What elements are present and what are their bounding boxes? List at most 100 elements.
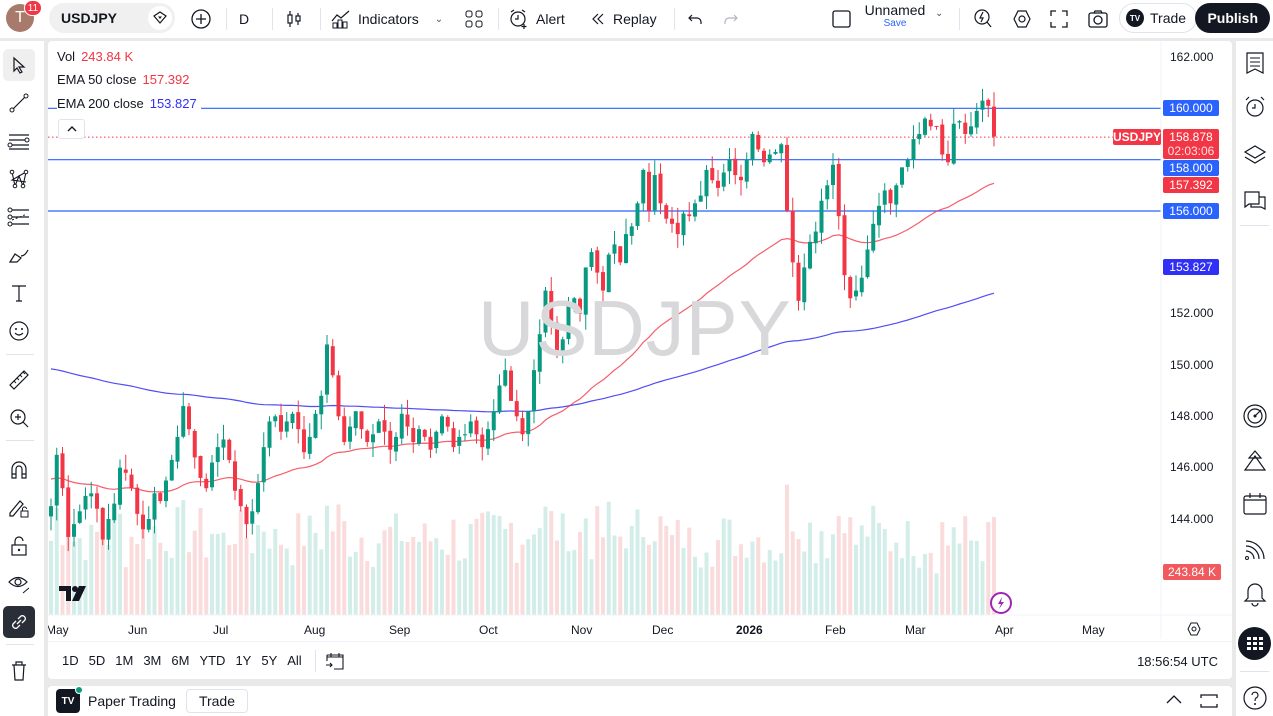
indicators-button[interactable]: Indicators ⌄ — [324, 3, 449, 35]
panel-expand-button[interactable] — [1166, 694, 1182, 704]
magnet-icon — [11, 461, 27, 479]
alerts-button[interactable] — [1242, 94, 1268, 120]
unlock-icon — [11, 536, 27, 556]
legend-ema50[interactable]: EMA 50 close 157.392 — [57, 72, 190, 87]
legend-collapse-button[interactable] — [58, 119, 85, 139]
panel-maximize-button[interactable] — [1200, 693, 1218, 709]
text-tool[interactable] — [3, 277, 35, 309]
save-link[interactable]: Save — [883, 18, 907, 29]
chart-pane[interactable]: USDJPY Vol 243.84 K EMA 50 close 157.392 E… — [48, 41, 1232, 679]
time-tick: Jun — [128, 623, 148, 637]
calendar-icon — [1243, 493, 1267, 515]
add-symbol-button[interactable] — [184, 3, 218, 35]
range-5d[interactable]: 5D — [88, 653, 106, 668]
chart-type-button[interactable] — [278, 3, 310, 35]
square-icon — [832, 10, 851, 28]
ema50-price-tag: 157.392 — [1163, 177, 1219, 193]
range-5y[interactable]: 5Y — [261, 653, 278, 668]
help-button[interactable] — [1242, 685, 1268, 711]
layout-chevron-icon[interactable]: ⌄ — [935, 8, 944, 19]
range-ytd[interactable]: YTD — [199, 653, 226, 668]
lock-all-tool[interactable] — [3, 530, 35, 562]
fib-tool[interactable] — [3, 201, 35, 233]
range-6m[interactable]: 6M — [171, 653, 190, 668]
range-3m[interactable]: 3M — [143, 653, 162, 668]
divider — [226, 8, 227, 30]
price-chart[interactable] — [48, 41, 1232, 639]
symbol-price-tag: USDJPY — [1112, 129, 1162, 145]
range-1y[interactable]: 1Y — [235, 653, 252, 668]
brush-icon — [8, 249, 29, 263]
range-1d[interactable]: 1D — [62, 653, 79, 668]
panel-title[interactable]: Paper Trading — [88, 693, 176, 709]
events-lightning-icon[interactable] — [990, 592, 1012, 614]
sync-drawings-tool[interactable] — [3, 606, 35, 638]
more-apps-button[interactable] — [1238, 627, 1271, 660]
templates-button[interactable] — [458, 3, 490, 35]
divider — [674, 8, 675, 30]
settings-button[interactable] — [1005, 3, 1039, 35]
goto-date-button[interactable] — [324, 651, 346, 671]
chats-button[interactable] — [1242, 188, 1268, 214]
trendline-tool[interactable] — [3, 87, 35, 119]
news-button[interactable] — [1242, 537, 1268, 563]
screeners-button[interactable] — [1242, 403, 1268, 429]
time-tick: Mar — [905, 623, 926, 637]
undo-button[interactable] — [680, 3, 710, 35]
replay-button[interactable]: Replay — [583, 3, 663, 35]
symbol-diamond-icon[interactable] — [148, 6, 172, 30]
axis-settings-button[interactable] — [1186, 621, 1202, 637]
time-tick: 2026 — [736, 623, 763, 637]
horizontal-lines-tool[interactable] — [3, 125, 35, 157]
range-1m[interactable]: 1M — [115, 653, 134, 668]
tradingview-logo[interactable] — [59, 584, 91, 602]
divider — [6, 354, 34, 355]
candles-icon — [287, 11, 301, 27]
brush-tool[interactable] — [3, 239, 35, 271]
pattern-tool[interactable] — [3, 163, 35, 195]
clock-timezone[interactable]: 18:56:54 UTC — [1137, 654, 1218, 669]
remove-drawings-tool[interactable] — [3, 655, 35, 687]
chevron-up-icon — [67, 126, 76, 132]
interval-button[interactable]: D — [239, 11, 250, 27]
legend-ema200[interactable]: EMA 200 close 153.827 — [57, 96, 201, 111]
emoji-tool[interactable] — [3, 315, 35, 347]
text-t-icon — [12, 285, 26, 302]
object-tree-button[interactable] — [1242, 142, 1268, 168]
publish-button[interactable]: Publish — [1195, 3, 1270, 33]
symbol-search[interactable]: USDJPY — [49, 3, 175, 33]
calendar-goto-icon — [325, 652, 344, 670]
paper-trading-panel: TV Paper Trading Trade — [48, 686, 1232, 716]
pine-editor-button[interactable] — [1242, 448, 1268, 474]
measure-tool[interactable] — [3, 364, 35, 396]
time-tick: Jul — [213, 623, 229, 637]
layout-name-button[interactable]: Unnamed Save — [862, 3, 928, 29]
redo-button[interactable] — [716, 3, 746, 35]
notifications-button[interactable] — [1242, 582, 1268, 608]
symbol-watermark: USDJPY — [478, 284, 792, 372]
snapshot-button[interactable] — [1081, 3, 1115, 35]
alarm-plus-icon — [510, 9, 527, 29]
time-tick: May — [48, 623, 69, 637]
trade-button[interactable]: TV Trade — [1119, 3, 1198, 33]
eye-icon — [8, 576, 30, 594]
magnet-tool[interactable] — [3, 454, 35, 486]
layout-checkbox[interactable] — [825, 3, 859, 35]
redo-icon — [724, 14, 738, 24]
calendar-button[interactable] — [1242, 491, 1268, 517]
price-tick: 162.000 — [1170, 50, 1214, 64]
zoom-in-tool[interactable] — [3, 402, 35, 434]
panel-trade-button[interactable]: Trade — [185, 689, 249, 713]
alert-button[interactable]: Alert — [502, 3, 571, 35]
range-all[interactable]: All — [287, 653, 302, 668]
pine-tree-icon — [1243, 450, 1267, 471]
quick-search-button[interactable] — [966, 3, 1000, 35]
tradingview-logo-icon: TV — [1126, 9, 1144, 27]
fullscreen-button[interactable] — [1043, 3, 1075, 35]
cursor-tool[interactable] — [3, 49, 35, 81]
legend-volume[interactable]: Vol 243.84 K — [57, 49, 134, 64]
watchlist-button[interactable] — [1242, 50, 1268, 76]
lock-drawings-tool[interactable] — [3, 492, 35, 524]
hide-drawings-tool[interactable] — [3, 568, 35, 600]
link-icon — [12, 615, 26, 629]
